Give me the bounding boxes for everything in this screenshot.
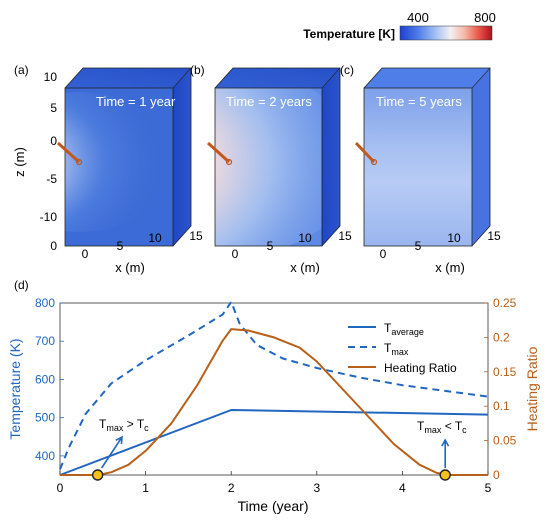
line-chart: (d) 0 1 2 3 4 5 400 500 600 700 800 0 0.05 0.1 0.15 0.2… [7,278,540,514]
annotation-right: Tmax < Tc [417,419,467,435]
y-left-tick-label: 600 [35,372,55,386]
panel-a-x-tick: 5 [117,239,124,253]
zero-marker-1 [439,469,451,481]
panel-a-x-tick: 0 [82,247,89,261]
x-tick-label: 5 [485,481,492,495]
panel-c-x-tick: 5 [415,239,422,253]
panel-b-side-face [322,68,340,246]
colorbar-max-label: 800 [474,10,496,25]
y-right-tick-label: 0.2 [493,330,510,344]
panel-b-heat-plume [215,88,322,246]
plot-area [59,302,489,476]
series-line-2 [60,328,488,476]
colorbar-gradient [399,25,493,41]
y-axis-left-label: Temperature (K) [7,338,23,439]
x-tick-label: 3 [313,481,320,495]
colorbar: Temperature [K] 400 800 [303,10,496,41]
colorbar-min-label: 400 [407,10,429,25]
panel-c-time-label: Time = 5 years [376,94,462,109]
panel-b-x-tick: 10 [298,231,312,245]
panel-a-top-face [65,68,191,88]
y-right-tick-label: 0.25 [493,296,517,310]
legend-entry: Heating Ratio [384,361,457,375]
panel-z-tick: 0 [50,239,57,253]
panel-z-tick: -5 [46,172,57,186]
panel-c-x-label: x (m) [435,260,465,275]
y-right-tick-label: 0.1 [493,399,510,413]
panel-c-x-tick: 15 [487,229,501,243]
panel-b-x-tick: 15 [338,229,352,243]
panel-a-heater-well [56,141,81,164]
annotation-left: Tmax > Tc [99,417,149,433]
panel-c-tag: (c) [340,63,354,77]
panel-z-tick: -10 [40,210,58,224]
panel-b-heater-well [206,141,231,164]
panel-d-tag: (d) [14,278,29,292]
panel-a-x-tick: 15 [189,229,203,243]
annotation-arrowhead-left [115,435,123,445]
panel-z-tick: 0 [50,134,57,148]
panel-z-label: z (m) [12,147,27,177]
x-tick-label: 2 [228,481,235,495]
series-line-0 [59,409,489,476]
legend-entry: Taverage [384,321,424,337]
panel-a-x-label: x (m) [115,260,145,275]
panel-c-x-tick: 10 [447,231,461,245]
x-tick-label: 0 [57,481,64,495]
panel-c-front-face [364,88,472,246]
y-right-tick-label: 0.05 [493,434,517,448]
panel-a-heat-plume [65,92,173,232]
y-axis-right-label: Heating Ratio [524,346,540,431]
zero-marker-0 [91,469,104,481]
panel-b-top-face [215,68,340,88]
panel-a-time-label: Time = 1 year [96,94,176,109]
panel-b-time-label: Time = 2 years [226,94,312,109]
panel-b-x-label: x (m) [290,260,320,275]
x-tick-label: 4 [399,481,406,495]
x-axis-label: Time (year) [237,498,308,514]
panel-a-side-face [173,68,191,246]
y-left-tick-label: 500 [35,411,55,425]
panel-a: (a) Time = 1 year [14,63,192,247]
y-left-tick-label: 800 [35,296,55,310]
panel-z-tick: 5 [50,101,57,115]
annotation-arrow-left [100,436,123,469]
panel-c-side-face [472,68,490,246]
y-right-tick-label: 0 [493,468,500,482]
colorbar-title: Temperature [K] [303,27,395,41]
panel-z-axis: z (m) 10 5 0 -5 -10 0 [12,70,57,253]
panel-c-top-face [364,68,490,88]
panel-b-tag: (b) [190,63,205,77]
panel-a-x-tick: 10 [148,231,162,245]
panel-b-x-tick: 0 [232,247,239,261]
panel-a-tag: (a) [14,63,29,77]
x-tick-label: 1 [142,481,149,495]
annotation-arrowhead-right [441,438,450,447]
panel-c-heater-well [354,141,376,164]
y-left-tick-label: 400 [35,449,55,463]
panel-c: (c) Time = 5 years [340,63,491,247]
legend-entry: Tmax [384,341,409,357]
y-left-tick-label: 700 [35,334,55,348]
y-right-tick-label: 0.15 [493,365,517,379]
panel-b: (b) Time = 2 years [190,63,341,247]
panel-z-tick: 10 [44,70,58,84]
panel-b-x-tick: 5 [267,239,274,253]
panel-x-axes: 0 5 10 15 x (m) 0 5 10 15 x (m) 0 5 10 1… [82,229,501,275]
panel-c-x-tick: 0 [380,247,387,261]
